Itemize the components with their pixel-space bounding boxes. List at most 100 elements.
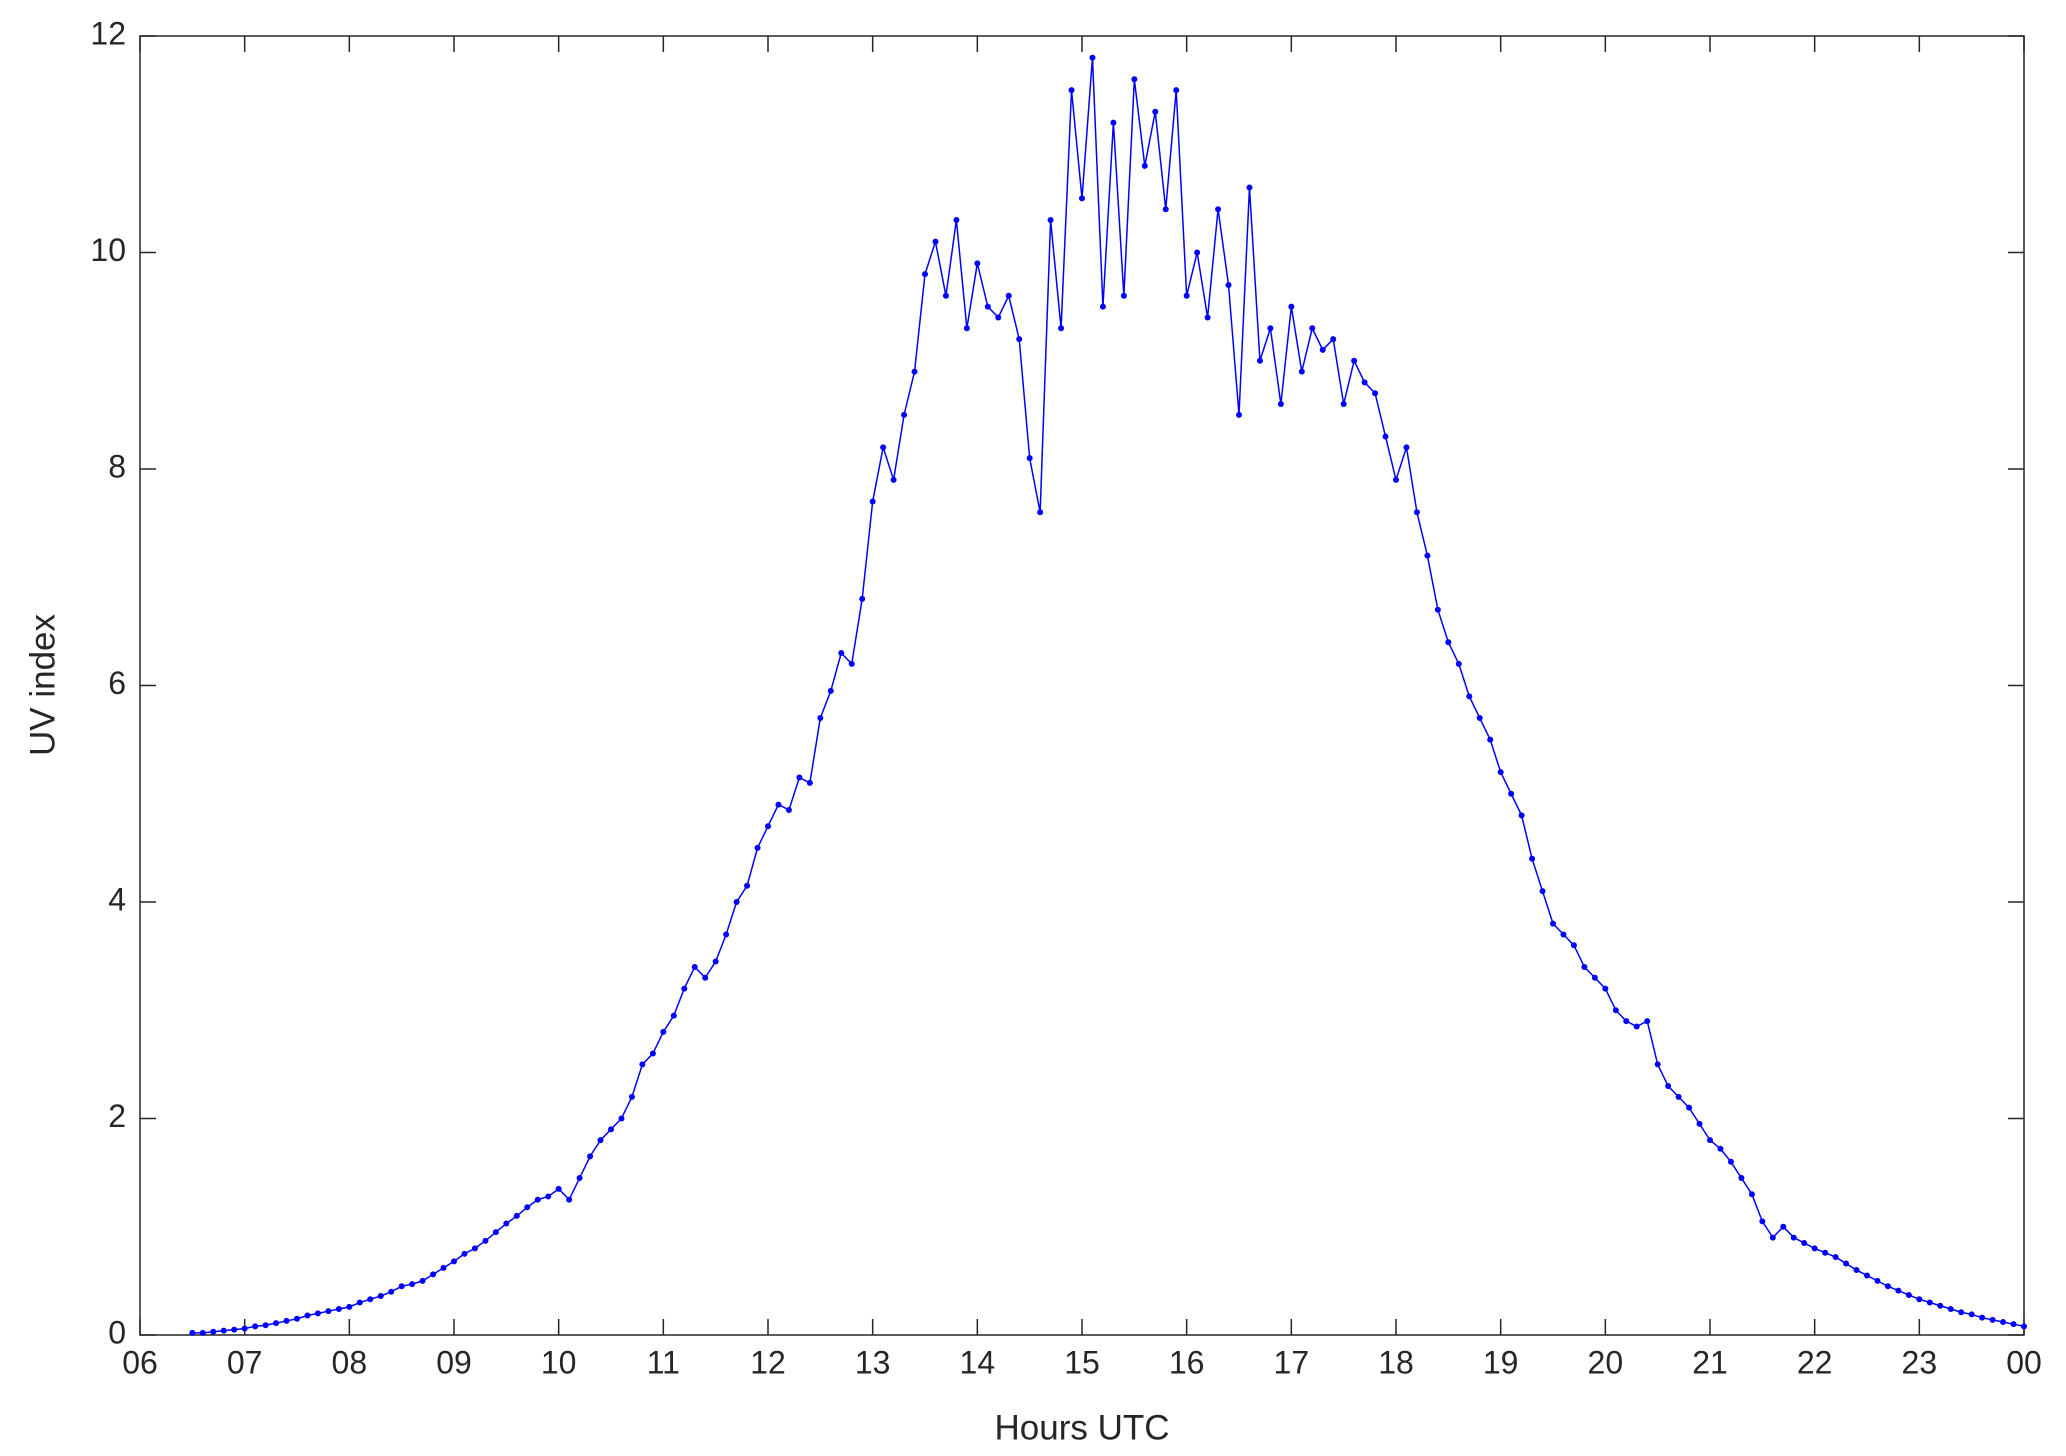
data-point (691, 963, 698, 970)
data-point (1288, 303, 1295, 310)
data-point (1738, 1175, 1745, 1182)
data-point (1487, 736, 1494, 743)
data-point (775, 801, 782, 808)
data-point (1089, 54, 1096, 61)
x-tick-label: 14 (960, 1344, 996, 1380)
data-point (1413, 509, 1420, 516)
data-point (356, 1299, 363, 1306)
data-point (922, 271, 928, 278)
data-point (1612, 1007, 1619, 1014)
data-point (1623, 1018, 1630, 1025)
data-point (670, 1012, 677, 1019)
y-tick-label: 8 (108, 448, 126, 484)
data-point (482, 1237, 489, 1244)
data-point (1330, 336, 1337, 343)
data-point (1016, 336, 1023, 343)
data-point (346, 1303, 353, 1310)
data-point (1037, 509, 1044, 516)
x-tick-label: 08 (332, 1344, 368, 1380)
data-point (1382, 433, 1389, 440)
data-point (597, 1137, 604, 1144)
data-point (618, 1115, 625, 1122)
data-point (451, 1258, 457, 1265)
data-point (1801, 1239, 1808, 1246)
data-point (639, 1061, 646, 1068)
data-point (461, 1250, 468, 1257)
data-point (1968, 1311, 1975, 1318)
data-point (210, 1328, 217, 1335)
x-tick-label: 09 (436, 1344, 472, 1380)
data-point (1005, 292, 1012, 299)
data-point (995, 314, 1002, 321)
data-point (1351, 357, 1358, 364)
data-point (555, 1185, 562, 1192)
data-point (838, 650, 845, 657)
data-point (660, 1028, 667, 1035)
data-point (503, 1220, 510, 1227)
data-point (1769, 1234, 1776, 1241)
data-point (1152, 108, 1159, 115)
data-point (911, 368, 918, 375)
data-point (220, 1327, 227, 1334)
data-point (1874, 1277, 1881, 1284)
data-point (1560, 931, 1567, 938)
data-point (733, 899, 740, 905)
data-point (1309, 325, 1316, 332)
data-point (1937, 1302, 1944, 1309)
data-point (1246, 184, 1253, 191)
data-point (1141, 162, 1148, 169)
data-point (1225, 281, 1232, 288)
data-point (2021, 1323, 2027, 1330)
data-point (817, 714, 824, 721)
data-point (419, 1277, 426, 1284)
data-point (1466, 693, 1473, 700)
data-point (2010, 1321, 2017, 1328)
data-point (1686, 1104, 1693, 1111)
data-point (388, 1288, 395, 1295)
data-point (1058, 325, 1065, 332)
data-point (199, 1329, 206, 1336)
data-point (335, 1306, 342, 1313)
data-point (1434, 606, 1441, 613)
data-point (859, 595, 866, 602)
data-point (1853, 1267, 1860, 1274)
x-tick-label: 11 (647, 1344, 680, 1380)
data-point (1539, 888, 1546, 895)
data-point (1267, 325, 1274, 332)
data-point (681, 985, 688, 992)
data-point (754, 844, 761, 851)
x-tick-label: 23 (1902, 1344, 1938, 1380)
data-point (430, 1271, 437, 1278)
data-point (1644, 1018, 1651, 1025)
data-point (1173, 87, 1180, 94)
data-point (1403, 444, 1410, 451)
data-point (241, 1325, 248, 1332)
data-point (628, 1093, 635, 1100)
data-line (192, 57, 2025, 1334)
data-point (262, 1322, 269, 1329)
data-point (1979, 1314, 1986, 1321)
data-point (524, 1204, 531, 1211)
data-point (1068, 87, 1075, 94)
data-point (1047, 217, 1054, 224)
x-tick-label: 12 (750, 1344, 786, 1380)
data-point (848, 660, 855, 667)
data-point (1393, 476, 1399, 483)
data-point (1591, 974, 1598, 981)
data-point (2000, 1319, 2007, 1326)
data-point (1811, 1245, 1818, 1252)
x-axis-label: Hours UTC (994, 1408, 1169, 1447)
data-point (1748, 1191, 1755, 1198)
data-point (513, 1212, 520, 1219)
x-tick-label: 07 (227, 1344, 263, 1380)
x-tick-label: 17 (1274, 1344, 1310, 1380)
data-point (283, 1317, 290, 1324)
data-point (1905, 1291, 1912, 1298)
data-point (1529, 855, 1536, 862)
data-point (723, 931, 730, 938)
data-point (189, 1329, 196, 1336)
y-tick-label: 0 (108, 1314, 126, 1350)
data-point (1864, 1272, 1870, 1279)
data-point (1926, 1299, 1933, 1306)
